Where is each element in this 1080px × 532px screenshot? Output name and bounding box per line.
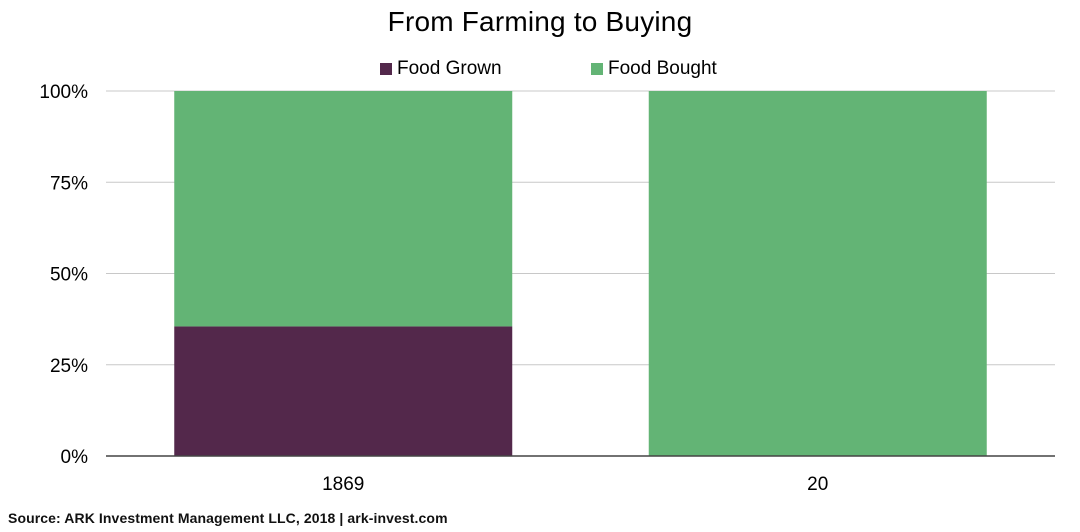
bar — [174, 91, 513, 327]
legend-label-food-bought: Food Bought — [608, 58, 717, 79]
chart-legend: Food Grown Food Bought — [0, 58, 1080, 84]
legend-swatch-food-grown — [380, 63, 392, 75]
source-note: Source: ARK Investment Management LLC, 2… — [8, 510, 448, 526]
y-tick-label: 25% — [50, 356, 88, 377]
y-tick-label: 75% — [50, 173, 88, 194]
x-tick-label: 1869 — [322, 474, 364, 495]
chart-title: From Farming to Buying — [387, 6, 693, 37]
y-tick-label: 0% — [61, 447, 89, 468]
watermark: 湾区盒子CLUB — [830, 470, 1012, 500]
legend-label-food-grown: Food Grown — [397, 58, 502, 79]
legend-item-food-grown: Food Grown — [380, 58, 502, 80]
y-tick-label: 100% — [39, 82, 88, 103]
wechat-icon — [831, 472, 863, 497]
x-tick-label: 20 — [807, 474, 828, 495]
y-tick-label: 50% — [50, 265, 88, 286]
bar — [648, 91, 987, 456]
watermark-text: 湾区盒子CLUB — [872, 475, 1013, 498]
legend-item-food-bought: Food Bought — [591, 58, 717, 80]
bar — [174, 326, 513, 456]
legend-swatch-food-bought — [591, 63, 603, 75]
